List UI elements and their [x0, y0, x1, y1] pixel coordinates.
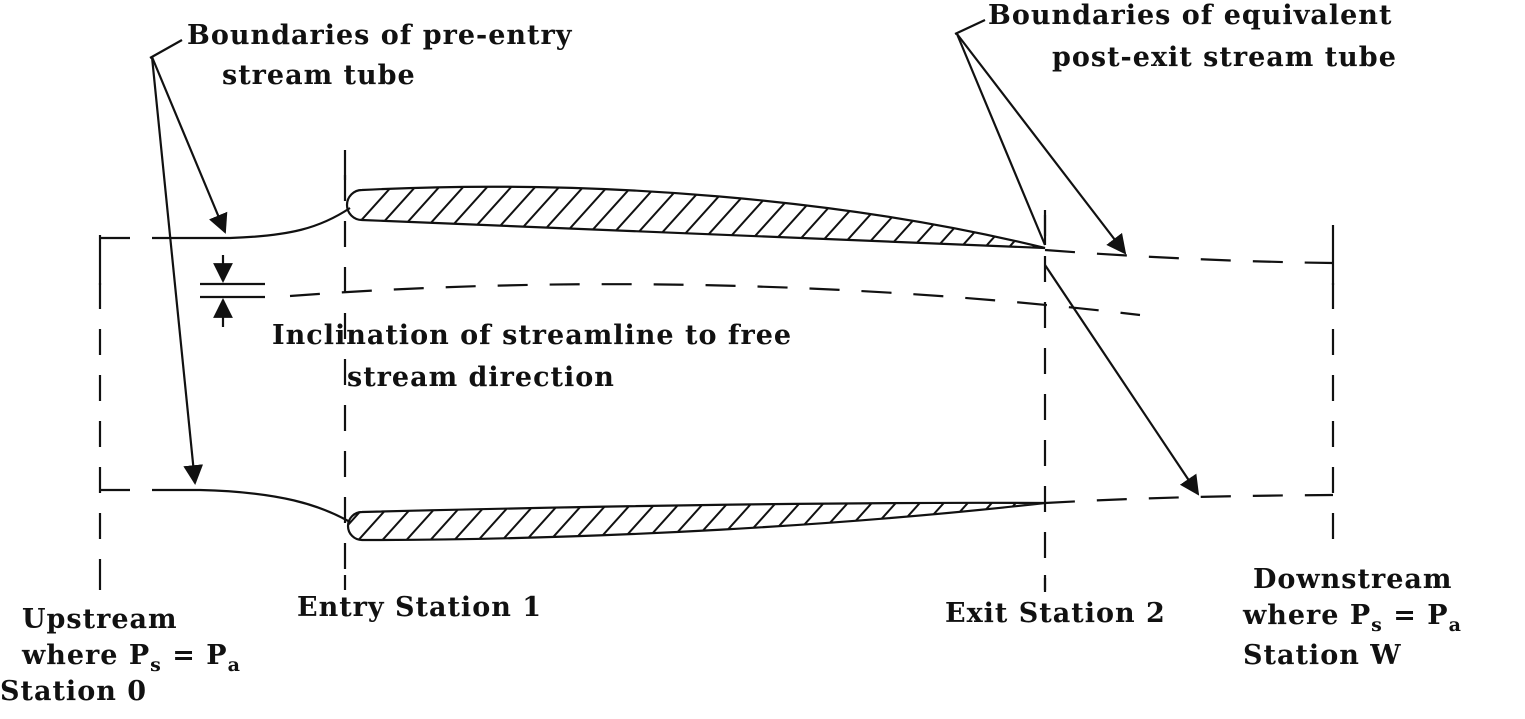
pre-entry-top-boundary — [180, 207, 351, 240]
hatch-line — [1050, 170, 1127, 255]
post-exit-arrow-top — [956, 33, 1127, 255]
hatch-line — [617, 186, 696, 248]
post-exit-top-boundary — [1044, 248, 1334, 265]
hatch-line — [1001, 186, 1045, 248]
inclination-label-line2: stream direction — [347, 362, 615, 393]
hatch-line — [425, 502, 472, 540]
pre-entry-label-line2: stream tube — [222, 60, 416, 91]
hatch-line — [497, 186, 576, 248]
post-exit-label-line1: Boundaries of equivalent — [988, 0, 1393, 31]
hatch-line — [641, 502, 688, 540]
hatch-line — [569, 502, 616, 540]
hatch-line — [689, 186, 768, 248]
entry-station-label: Entry Station 1 — [297, 592, 543, 623]
hatch-line — [521, 186, 600, 248]
post-exit-label-line2: post-exit stream tube — [1052, 42, 1397, 73]
downstream-label-line2: where Ps = Pa — [1243, 600, 1462, 636]
pre-entry-arrow-bottom — [150, 56, 204, 485]
hatch-line — [401, 502, 448, 540]
hatch-line — [377, 502, 424, 540]
pre-entry-leader-stub — [149, 39, 183, 59]
hatch-line — [929, 186, 1008, 248]
upstream-label-line2: where Ps = Pa — [22, 640, 241, 676]
hatch-line — [353, 502, 400, 540]
hatch-line — [617, 502, 664, 540]
hatch-line — [713, 502, 760, 540]
hatch-line — [347, 186, 408, 248]
hatch-line — [449, 186, 528, 248]
upstream-label-line1: Upstream — [22, 604, 178, 635]
top-cowl — [345, 170, 1127, 255]
hatch-line — [761, 502, 808, 540]
hatch-line — [593, 186, 672, 248]
hatch-line — [569, 186, 648, 248]
hatch-line — [737, 502, 784, 540]
pre-entry-arrow-top — [150, 56, 228, 234]
inclined-streamline — [289, 283, 1141, 317]
pre-entry-label-line1: Boundaries of pre-entry — [187, 20, 573, 51]
post-exit-bottom-boundary — [1044, 493, 1334, 505]
hatch-line — [809, 186, 888, 248]
hatch-line — [737, 186, 816, 248]
hatch-line — [449, 502, 496, 540]
post-exit-arrow-bottom — [1044, 264, 1200, 496]
hatch-line — [473, 186, 552, 248]
hatch-line — [761, 186, 840, 248]
pre-entry-bottom-boundary — [180, 488, 351, 523]
downstream-label-line3: Station W — [1243, 640, 1402, 671]
hatch-line — [425, 186, 504, 248]
hatch-line — [401, 186, 480, 248]
post-exit-leader-stub — [954, 19, 986, 35]
hatch-line — [665, 502, 712, 540]
downstream-label-line1: Downstream — [1253, 564, 1453, 595]
hatch-line — [377, 186, 456, 248]
hatch-line — [785, 186, 864, 248]
upstream-label-line3: Station 0 — [0, 676, 148, 707]
exit-station-label: Exit Station 2 — [945, 598, 1166, 629]
bottom-cowl — [346, 501, 1046, 542]
hatch-line — [689, 502, 736, 540]
hatch-line — [713, 186, 792, 248]
hatch-line — [353, 186, 432, 248]
hatch-line — [1025, 186, 1045, 248]
post-exit-line-to-lip — [955, 33, 1047, 246]
inclination-label-line1: Inclination of streamline to free — [272, 320, 793, 351]
hatch-line — [641, 186, 720, 248]
hatch-line — [665, 186, 744, 248]
hatch-line — [593, 502, 640, 540]
hatch-line — [545, 186, 624, 248]
